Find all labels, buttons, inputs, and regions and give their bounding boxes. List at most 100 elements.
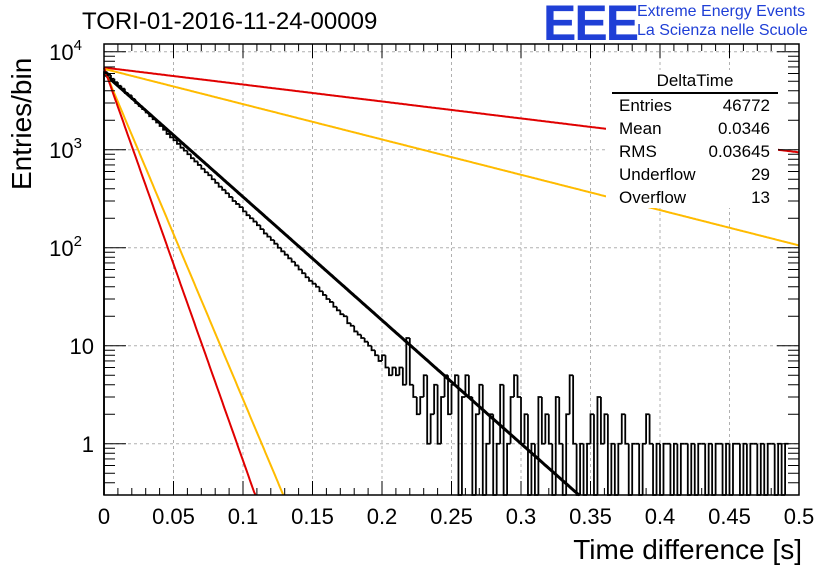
histogram-bin: [228, 193, 233, 198]
histogram-bin: [558, 397, 563, 445]
x-tick-label: 0.45: [708, 504, 751, 529]
histogram-bin: [349, 323, 355, 327]
stats-value: 13: [751, 188, 770, 207]
histogram-bin: [370, 345, 376, 352]
histogram-bin: [315, 283, 320, 288]
stats-value: 29: [751, 165, 770, 184]
histogram-bin: [401, 367, 407, 386]
histogram-bin: [645, 413, 650, 444]
histogram-bin: [269, 236, 275, 241]
histogram-bin: [391, 366, 396, 376]
histogram-bin: [600, 397, 605, 445]
histogram-bin: [690, 442, 695, 495]
histogram-bin: [113, 78, 118, 84]
axis-ticks: [103, 44, 800, 496]
histogram-bin: [193, 158, 198, 163]
histogram-bin: [509, 396, 515, 444]
histogram-bin: [231, 196, 237, 202]
chart-title: TORI-01-2016-11-24-00009: [82, 8, 378, 35]
x-tick-label: 0.1: [228, 504, 259, 529]
histogram-bin: [183, 147, 188, 152]
histogram-bin: [141, 105, 146, 110]
histogram-bin: [110, 74, 115, 80]
stats-label: Underflow: [619, 165, 696, 184]
histogram-bin: [363, 338, 369, 343]
histogram-bin: [117, 82, 122, 87]
histogram-bin: [395, 367, 400, 377]
histogram-bin: [450, 383, 455, 415]
histogram-bin: [252, 218, 257, 223]
histogram-bin: [346, 316, 351, 325]
histogram-bin: [443, 374, 449, 397]
histogram-bin: [242, 207, 247, 213]
histogram-bin: [631, 442, 636, 495]
histogram-bin: [516, 375, 521, 398]
histogram-bin: [572, 375, 577, 445]
histogram-bin: [165, 129, 171, 135]
histogram-bin: [123, 88, 129, 94]
histogram-bin: [311, 280, 316, 285]
x-tick-label: 0.3: [506, 504, 537, 529]
histogram-bin: [127, 92, 132, 97]
histogram-bin: [297, 265, 303, 271]
y-tick-label: 102: [49, 233, 82, 261]
histogram-bin: [172, 137, 177, 142]
histogram-bin: [440, 396, 445, 444]
y-tick-label: 104: [49, 37, 82, 65]
histogram-bin: [544, 413, 549, 444]
histogram-bin: [749, 442, 754, 495]
histogram-bin: [461, 396, 466, 495]
histogram-bin: [547, 414, 553, 445]
histogram-bin: [467, 375, 473, 398]
histogram-bin: [207, 172, 212, 177]
histogram-bin: [586, 442, 591, 495]
histogram-bin: [426, 375, 431, 445]
x-tick-label: 0.4: [645, 504, 676, 529]
histogram-bin: [408, 338, 414, 386]
histogram-bin: [155, 119, 160, 124]
histogram-bin: [679, 442, 685, 495]
histogram-bin: [235, 201, 240, 205]
histogram-bin: [356, 331, 362, 336]
histogram-bin: [304, 273, 310, 279]
y-tick-exponent: 2: [74, 233, 82, 250]
histogram-bin: [144, 109, 150, 114]
histogram-bin: [249, 215, 254, 220]
histogram-bin: [655, 442, 660, 495]
histogram-bin: [196, 161, 202, 166]
histogram-bin: [478, 383, 483, 415]
histogram-bin: [419, 396, 424, 415]
histogram-bin: [255, 221, 261, 227]
histogram-bin: [259, 225, 264, 231]
histogram-bin: [506, 442, 511, 495]
histogram-bin: [290, 258, 296, 263]
stats-row-mean: Mean 0.0346: [606, 117, 778, 140]
histogram-bin: [287, 254, 292, 260]
histogram-bin: [353, 325, 358, 333]
histogram-bin: [568, 374, 574, 415]
histogram-bin: [374, 350, 379, 357]
histogram-bin: [617, 442, 622, 495]
histogram-bin: [540, 397, 546, 445]
histogram-bin: [384, 355, 389, 369]
histogram-bin: [245, 211, 250, 217]
x-axis-label: Time difference [s]: [573, 534, 802, 565]
histogram-bin: [433, 383, 438, 415]
histogram-bin: [610, 442, 615, 495]
histogram-bin: [266, 233, 271, 238]
histogram-bin: [673, 442, 678, 495]
y-tick-exponent: 4: [74, 37, 82, 54]
histogram-bin: [499, 383, 504, 444]
stats-label: Mean: [619, 119, 662, 138]
fit-curve: [103, 68, 285, 496]
y-tick-label: 103: [49, 135, 82, 163]
histogram-bin: [412, 384, 417, 398]
stats-label: RMS: [619, 142, 657, 161]
stats-box: DeltaTime Entries 46772 Mean 0.0346 RMS …: [606, 70, 778, 208]
histogram-bin: [429, 413, 435, 444]
histogram-bin: [238, 203, 243, 208]
histogram-bin: [485, 442, 490, 495]
histogram-bin: [381, 354, 386, 361]
y-tick-label: 10: [70, 334, 94, 359]
